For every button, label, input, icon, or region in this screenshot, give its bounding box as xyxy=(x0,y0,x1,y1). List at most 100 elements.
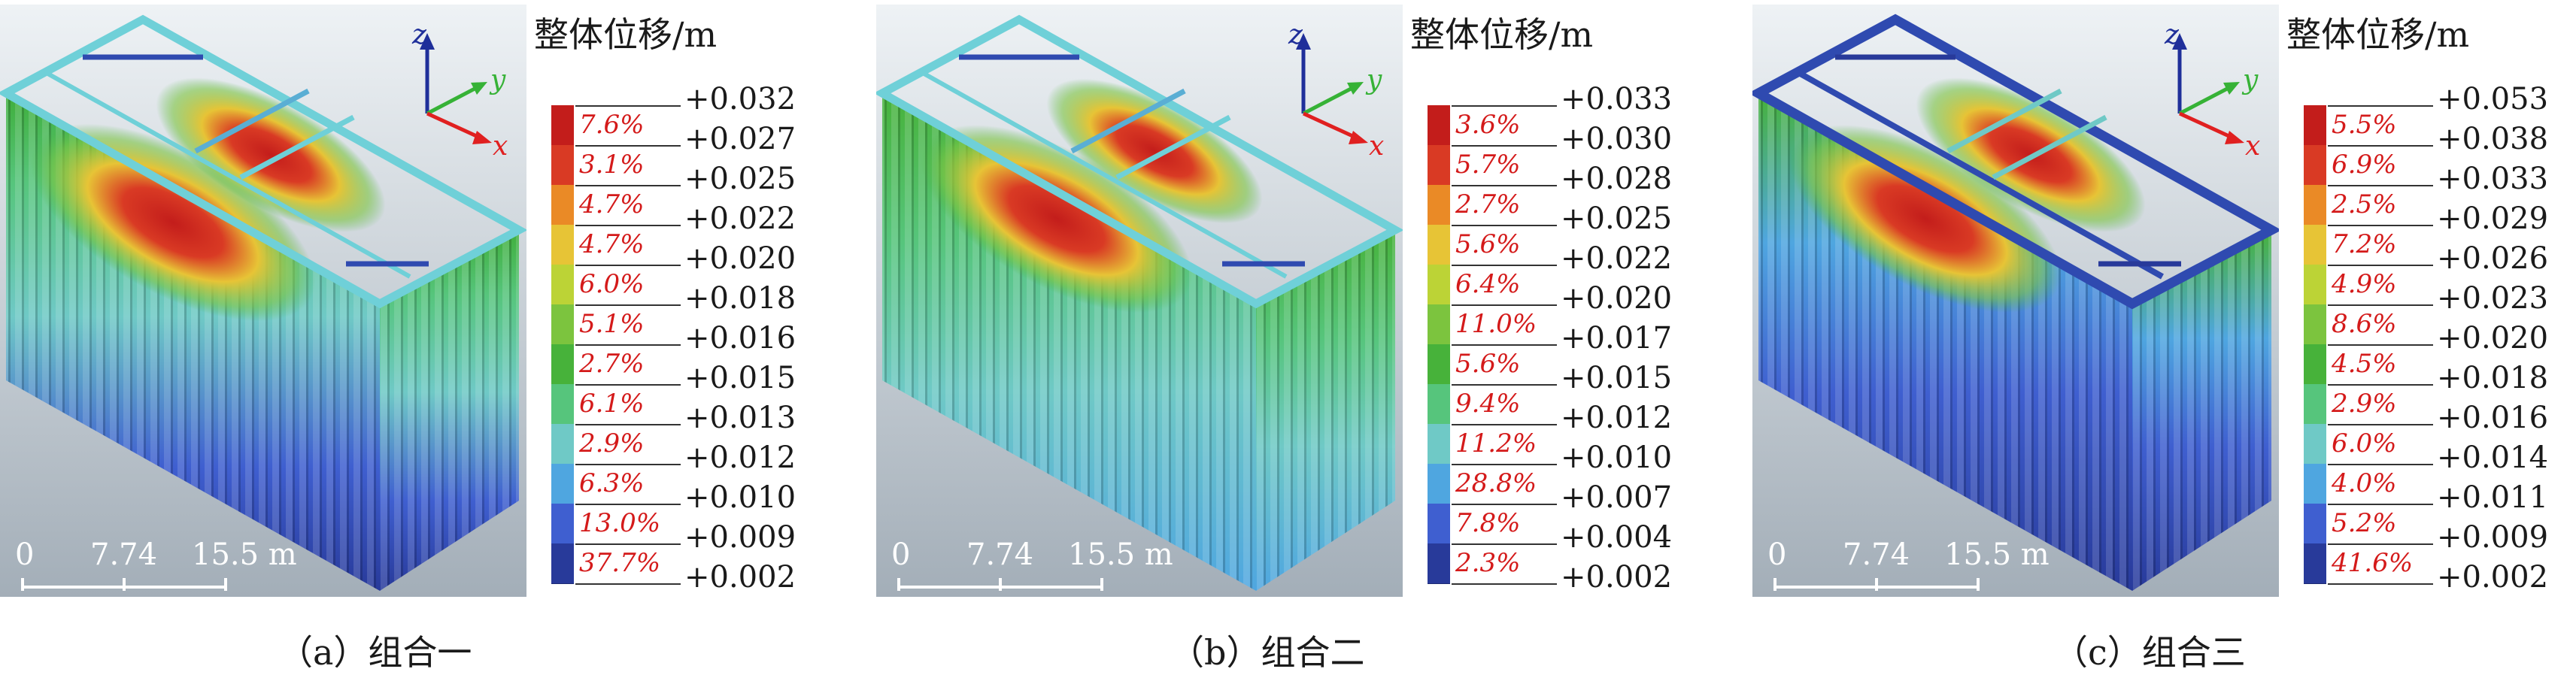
tick-line xyxy=(2328,504,2433,505)
scale-mid: 7.74 xyxy=(1843,537,1910,572)
threshold-value: +0.009 xyxy=(2437,520,2549,555)
tick-line xyxy=(2328,583,2433,585)
threshold-value: +0.011 xyxy=(2437,480,2549,515)
scale-zero: 0 xyxy=(15,537,34,572)
tick-line xyxy=(575,464,681,465)
band-percentage: 6.0% xyxy=(579,269,645,299)
threshold-value: +0.032 xyxy=(684,82,796,117)
band-percentage: 7.2% xyxy=(2332,229,2397,259)
threshold-value: +0.022 xyxy=(1561,241,1673,276)
tick-line xyxy=(575,145,681,147)
color-band xyxy=(2304,464,2326,504)
displacement-render: z y x 0 7.74 15.5 m xyxy=(0,5,526,597)
panel-b: z y x 0 7.74 15.5 m 整体位移/m xyxy=(876,0,1711,673)
threshold-value: +0.014 xyxy=(2437,440,2549,475)
color-band xyxy=(551,464,574,504)
threshold-value: +0.004 xyxy=(1561,520,1673,555)
color-band xyxy=(551,304,574,345)
color-band xyxy=(1428,265,1450,305)
axis-y-label: y xyxy=(2241,65,2259,95)
band-percentage: 4.0% xyxy=(2332,468,2397,498)
band-percentage: 4.7% xyxy=(579,229,645,259)
band-percentage: 3.1% xyxy=(579,150,645,180)
color-band xyxy=(551,185,574,226)
tick-line xyxy=(2328,384,2433,386)
band-percentage: 6.4% xyxy=(1455,269,1521,299)
color-band xyxy=(2304,265,2326,305)
color-band xyxy=(2304,304,2326,345)
color-band xyxy=(2304,543,2326,584)
band-percentage: 2.3% xyxy=(1455,548,1521,578)
threshold-value: +0.002 xyxy=(1561,560,1673,595)
panel-a: z y x 0 7.74 15.5 m 整体位移/m xyxy=(0,0,835,673)
legend-title: 整体位移/m xyxy=(534,14,718,55)
band-percentage: 5.5% xyxy=(2332,110,2397,140)
axis-z-label: z xyxy=(411,20,427,50)
color-band xyxy=(551,504,574,544)
color-band xyxy=(2304,185,2326,226)
color-band xyxy=(2304,504,2326,544)
color-band xyxy=(1428,105,1450,146)
threshold-value: +0.007 xyxy=(1561,480,1673,515)
color-band xyxy=(551,265,574,305)
threshold-value: +0.033 xyxy=(2437,162,2549,196)
band-percentage: 2.7% xyxy=(1455,189,1521,219)
threshold-value: +0.027 xyxy=(684,122,796,156)
scale-end: 15.5 m xyxy=(192,537,297,572)
color-band xyxy=(1428,424,1450,465)
band-percentage: 5.7% xyxy=(1455,150,1521,180)
color-band xyxy=(2304,424,2326,465)
color-bar xyxy=(2304,105,2326,584)
color-band xyxy=(2304,225,2326,265)
threshold-value: +0.012 xyxy=(1561,401,1673,435)
tick-line xyxy=(575,504,681,505)
color-band xyxy=(2304,344,2326,385)
band-percentage: 37.7% xyxy=(579,548,661,578)
tick-line xyxy=(2328,344,2433,346)
tick-line xyxy=(1452,185,1557,186)
color-band xyxy=(551,105,574,146)
tick-line xyxy=(575,265,681,266)
band-percentage: 2.5% xyxy=(2332,189,2397,219)
threshold-value: +0.029 xyxy=(2437,201,2549,236)
tick-line xyxy=(1452,504,1557,505)
band-percentage: 9.4% xyxy=(1455,389,1521,419)
scale-end: 15.5 m xyxy=(1944,537,2050,572)
threshold-value: +0.010 xyxy=(684,480,796,515)
band-percentage: 5.6% xyxy=(1455,349,1521,379)
threshold-value: +0.016 xyxy=(2437,401,2549,435)
color-band xyxy=(551,344,574,385)
threshold-value: +0.012 xyxy=(684,440,796,475)
axis-x-label: x xyxy=(2245,131,2260,162)
band-percentage: 6.3% xyxy=(579,468,645,498)
legend-title: 整体位移/m xyxy=(2286,14,2470,55)
color-band xyxy=(2304,145,2326,186)
tick-line xyxy=(1452,424,1557,425)
axis-y-label: y xyxy=(489,65,506,95)
tick-line xyxy=(575,543,681,545)
axis-x-label: x xyxy=(493,131,508,162)
panel-caption: （b）组合二 xyxy=(1170,632,1365,673)
color-band xyxy=(2304,384,2326,425)
band-percentage: 8.6% xyxy=(2332,309,2397,339)
tick-line xyxy=(2328,225,2433,226)
tick-line xyxy=(2328,145,2433,147)
band-percentage: 5.6% xyxy=(1455,229,1521,259)
band-percentage: 41.6% xyxy=(2332,548,2414,578)
threshold-value: +0.053 xyxy=(2437,82,2549,117)
color-band xyxy=(1428,304,1450,345)
color-bar xyxy=(1428,105,1450,584)
color-band xyxy=(1428,464,1450,504)
scale-zero: 0 xyxy=(1767,537,1786,572)
band-percentage: 6.0% xyxy=(2332,428,2397,459)
axis-z-label: z xyxy=(1288,20,1303,50)
threshold-value: +0.023 xyxy=(2437,281,2549,316)
band-percentage: 7.6% xyxy=(579,110,645,140)
threshold-value: +0.038 xyxy=(2437,122,2549,156)
tick-line xyxy=(2328,304,2433,306)
color-band xyxy=(1428,384,1450,425)
threshold-value: +0.017 xyxy=(1561,321,1673,356)
threshold-value: +0.020 xyxy=(1561,281,1673,316)
threshold-value: +0.015 xyxy=(1561,361,1673,395)
threshold-value: +0.028 xyxy=(1561,162,1673,196)
